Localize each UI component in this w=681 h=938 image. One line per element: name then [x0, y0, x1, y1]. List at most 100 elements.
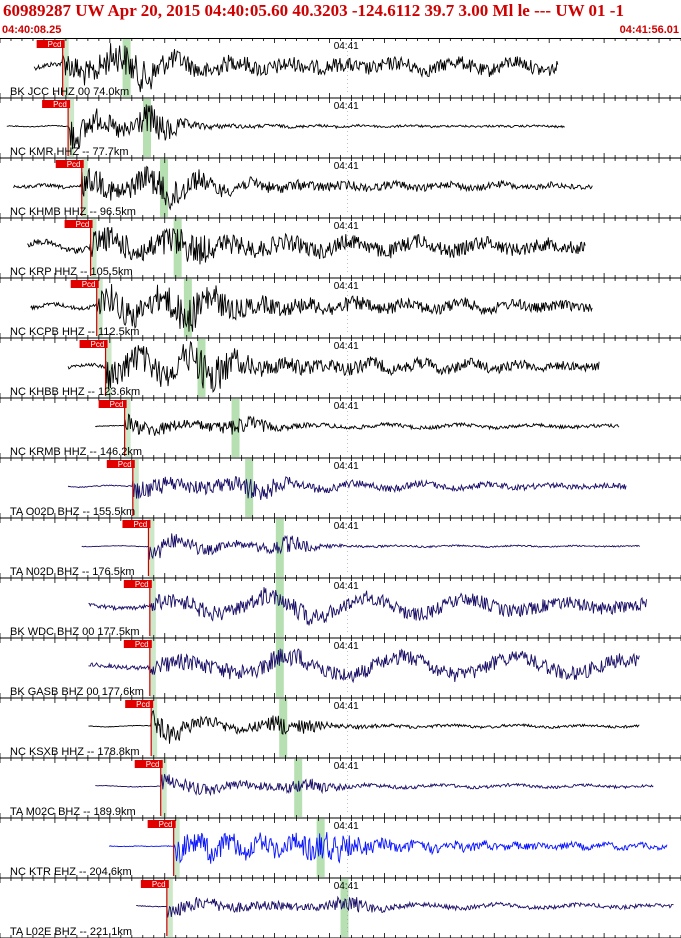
waveform-trace: [108, 832, 668, 864]
p-pick-label: Pcd: [152, 880, 166, 889]
p-pick-label: Pcd: [133, 520, 147, 529]
trace-row: 04:41 Pcd TA N02D BHZ -- 176.5km: [0, 518, 681, 579]
p-pick-label: Pcd: [76, 220, 90, 229]
station-label: TA N02D BHZ -- 176.5km: [10, 566, 135, 578]
station-label: NC KCPB HHZ -- 112.5km: [10, 326, 139, 338]
waveform-trace: [136, 895, 674, 918]
p-pick-flag: [106, 460, 135, 468]
trace-row: 04:41 Pcd NC KCPB HHZ -- 112.5km: [0, 278, 681, 339]
waveform-trace: [88, 587, 647, 626]
minute-marker-label: 04:41: [334, 701, 359, 712]
waveform-trace: [27, 227, 586, 265]
p-pick-label: Pcd: [82, 280, 96, 289]
station-label: BK GASB BHZ 00 177.6km: [10, 686, 144, 698]
s-window-band: [183, 279, 192, 337]
event-title: 60989287 UW Apr 20, 2015 04:40:05.60 40.…: [3, 1, 624, 20]
minute-marker-label: 04:41: [334, 581, 359, 592]
trace-row: 04:41 Pcd NC KRMB HHZ -- 146.2km: [0, 398, 681, 459]
start-time-label: 04:40:08.25: [2, 24, 62, 36]
minute-marker-label: 04:41: [334, 341, 359, 352]
p-window-band: [148, 519, 155, 577]
station-label: NC KSXB HHZ -- 178.8km: [10, 746, 140, 758]
p-pick-flag: [55, 160, 84, 168]
s-window-band: [275, 639, 284, 697]
p-pick-flag: [36, 40, 65, 48]
p-pick-flag: [42, 100, 71, 108]
s-window-band: [160, 159, 169, 217]
p-pick-label: Pcd: [110, 400, 124, 409]
p-window-band: [81, 159, 88, 217]
station-label: BK JCC HHZ 00 74.0km: [10, 86, 129, 98]
p-pick-label: Pcd: [91, 340, 105, 349]
p-pick-flag: [123, 580, 152, 588]
p-window-band: [90, 219, 97, 277]
p-window-band: [160, 759, 167, 817]
p-pick-flag: [122, 520, 151, 528]
p-pick-label: Pcd: [136, 700, 150, 709]
station-label: TA L02E BHZ -- 221.1km: [10, 926, 132, 938]
trace-row: 04:41 Pcd NC KMR HHZ -- 77.7km: [0, 98, 681, 159]
minute-marker-label: 04:41: [334, 521, 359, 532]
p-window-band: [166, 879, 173, 937]
minute-marker-label: 04:41: [334, 881, 359, 892]
p-pick-flag: [123, 640, 152, 648]
waveform-trace: [88, 648, 640, 684]
trace-row: 04:41 Pcd TA M02C BHZ -- 189.9km: [0, 758, 681, 819]
trace-row: 04:41 Pcd TA L02E BHZ -- 221.1km: [0, 878, 681, 938]
p-pick-flag: [140, 880, 169, 888]
seismogram-panel: 04:41 Pcd BK JCC HHZ 00 74.0km 04:41 Pcd NC K…: [0, 38, 681, 938]
p-pick-flag: [134, 760, 163, 768]
waveform-trace: [67, 340, 600, 393]
waveform-trace: [81, 533, 640, 560]
station-label: TA O02D BHZ -- 155.5km: [10, 506, 135, 518]
p-window-band: [105, 339, 112, 397]
minute-marker-label: 04:41: [334, 761, 359, 772]
waveform-trace: [6, 104, 565, 150]
waveform-trace: [33, 43, 559, 93]
record-header: 60989287 UW Apr 20, 2015 04:40:05.60 40.…: [0, 0, 681, 38]
p-pick-flag: [98, 400, 127, 408]
p-pick-flag: [70, 280, 99, 288]
p-pick-flag: [79, 340, 108, 348]
end-time-label: 04:41:56.01: [619, 24, 679, 36]
minute-marker-label: 04:41: [334, 401, 359, 412]
trace-row: 04:41 Pcd BK GASB BHZ 00 177.6km: [0, 638, 681, 699]
p-pick-label: Pcd: [135, 580, 149, 589]
waveform-trace: [13, 165, 593, 211]
s-window-band: [275, 519, 284, 577]
minute-marker-label: 04:41: [334, 641, 359, 652]
p-window-band: [151, 699, 158, 757]
p-window-band: [173, 819, 180, 877]
p-pick-label: Pcd: [118, 460, 132, 469]
minute-marker-label: 04:41: [334, 461, 359, 472]
station-label: BK WDC BHZ 00 177.5km: [10, 626, 140, 638]
p-pick-flag: [147, 820, 176, 828]
trace-row: 04:41 Pcd NC KTR EHZ -- 204.6km: [0, 818, 681, 879]
minute-marker-label: 04:41: [334, 101, 359, 112]
station-label: NC KHBB HHZ -- 123.6km: [10, 386, 140, 398]
waveform-trace: [95, 773, 654, 797]
minute-marker-label: 04:41: [334, 161, 359, 172]
p-pick-label: Pcd: [48, 40, 62, 49]
minute-marker-label: 04:41: [334, 821, 359, 832]
p-pick-flag: [125, 700, 154, 708]
trace-row: 04:41 Pcd NC KRP HHZ -- 105.5km: [0, 218, 681, 279]
minute-marker-label: 04:41: [334, 41, 359, 52]
p-pick-label: Pcd: [67, 160, 81, 169]
seismogram-svg: 04:41 Pcd BK JCC HHZ 00 74.0km 04:41 Pcd NC K…: [0, 38, 681, 938]
trace-row: 04:41 Pcd NC KSXB HHZ -- 178.8km: [0, 698, 681, 759]
station-label: TA M02C BHZ -- 189.9km: [10, 806, 136, 818]
station-label: NC KTR EHZ -- 204.6km: [10, 866, 132, 878]
waveform-trace: [30, 283, 593, 332]
minute-marker-label: 04:41: [334, 221, 359, 232]
station-label: NC KRP HHZ -- 105.5km: [10, 266, 133, 278]
p-pick-label: Pcd: [53, 100, 67, 109]
p-pick-flag: [64, 220, 93, 228]
waveform-trace: [88, 709, 640, 744]
trace-row: 04:41 Pcd BK WDC BHZ 00 177.5km: [0, 578, 681, 639]
station-label: NC KMR HHZ -- 77.7km: [10, 146, 129, 158]
s-window-band: [173, 219, 182, 277]
trace-row: 04:41 Pcd NC KHBB HHZ -- 123.6km: [0, 338, 681, 399]
trace-row: 04:41 Pcd NC KHMB HHZ -- 96.5km: [0, 158, 681, 219]
p-pick-label: Pcd: [159, 820, 173, 829]
